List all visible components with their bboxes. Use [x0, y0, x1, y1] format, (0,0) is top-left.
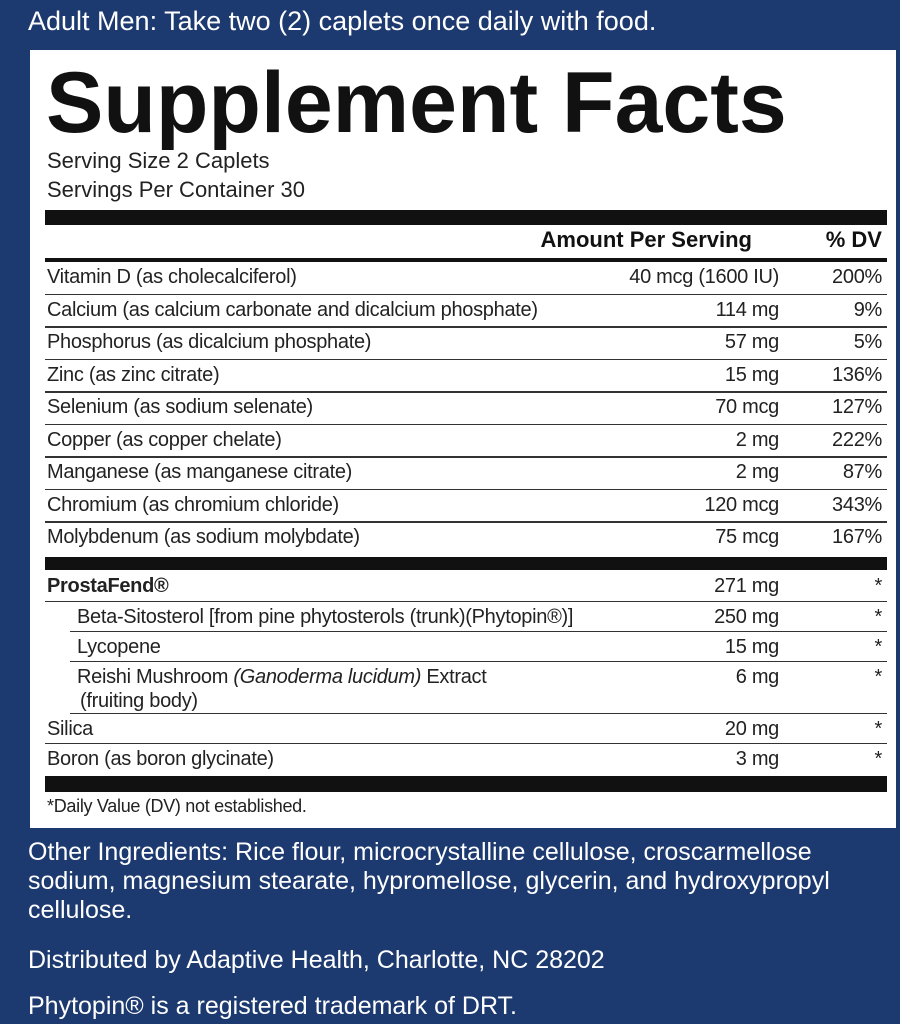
- row-dv: 9%: [853, 298, 883, 321]
- row-rule: [45, 521, 887, 523]
- row-dv: 200%: [832, 266, 882, 288]
- row-dv: 87%: [842, 461, 882, 483]
- row-dv: 136%: [832, 363, 882, 386]
- row-name: Zinc (as zinc citrate): [47, 363, 220, 386]
- row-dv: 127%: [832, 396, 882, 418]
- row-rule: [45, 423, 887, 425]
- row-amount: 2 mg: [735, 428, 780, 451]
- row-rule: [45, 488, 887, 490]
- row-amount: 75 mcg: [715, 526, 779, 548]
- row-name: Molybdenum (as sodium molybdate): [47, 526, 360, 548]
- row-name: Vitamin D (as cholecalciferol): [47, 266, 297, 288]
- row-dv: *: [874, 717, 883, 740]
- row-name: Calcium (as calcium carbonate and dicalc…: [47, 298, 538, 321]
- row-rule: [45, 391, 887, 393]
- row-dv: 167%: [832, 526, 882, 548]
- row-name: Phosphorus (as dicalcium phosphate): [47, 331, 372, 353]
- row-rule: [45, 358, 887, 360]
- row-amount: 120 mcg: [704, 493, 779, 516]
- header-amount: Amount Per Serving: [540, 227, 752, 252]
- header-bar: [45, 258, 887, 262]
- row-amount: 15 mg: [724, 363, 779, 386]
- row-amount: 70 mcg: [715, 396, 779, 418]
- row-name: Boron (as boron glycinate): [47, 747, 274, 770]
- row-name: Lycopene: [77, 635, 161, 658]
- thick-bar: [45, 210, 887, 225]
- row-amount: 40 mcg (1600 IU): [629, 266, 779, 288]
- serving-size: Serving Size 2 Caplets: [47, 148, 270, 173]
- name-part: Extract: [426, 665, 487, 688]
- name-part: (Ganoderma lucidum): [233, 665, 422, 688]
- row-amount: 20 mg: [724, 717, 779, 740]
- row-dv: *: [874, 747, 883, 770]
- row-amount: 57 mg: [724, 331, 779, 353]
- row-name: Chromium (as chromium chloride): [47, 493, 339, 516]
- facts-title: Supplement Facts: [46, 55, 787, 151]
- row-dv: *: [874, 574, 883, 597]
- row-dv: 222%: [832, 428, 882, 451]
- row-rule: [45, 326, 887, 328]
- row-amount: 6 mg: [735, 665, 780, 688]
- distributed-by: Distributed by Adaptive Health, Charlott…: [28, 946, 605, 974]
- name-part: (fruiting body): [80, 689, 198, 712]
- directions: Adult Men: Take two (2) caplets once dai…: [28, 6, 657, 36]
- thick-bar: [45, 556, 887, 570]
- thick-bar: [45, 775, 887, 792]
- row-rule: [45, 600, 887, 602]
- other-ingredients: Other Ingredients: Rice flour, microcrys…: [28, 838, 830, 924]
- servings-per-container: Servings Per Container 30: [47, 177, 306, 202]
- row-rule: [70, 630, 887, 632]
- row-name: Reishi Mushroom (Ganoderma lucidum) Extr…: [77, 665, 487, 713]
- row-rule: [45, 742, 887, 744]
- name-part: Reishi Mushroom: [77, 665, 229, 688]
- header-dv: % DV: [825, 227, 882, 252]
- row-name: Manganese (as manganese citrate): [47, 461, 353, 483]
- footnote: *Daily Value (DV) not established.: [47, 795, 307, 816]
- row-rule: [70, 712, 887, 714]
- row-name: Copper (as copper chelate): [47, 428, 282, 451]
- row-dv: *: [874, 635, 883, 658]
- row-amount: 2 mg: [735, 461, 780, 483]
- row-rule: [70, 660, 887, 662]
- row-dv: 5%: [853, 331, 883, 353]
- trademark: Phytopin® is a registered trademark of D…: [28, 992, 518, 1020]
- row-amount: 271 mg: [714, 574, 779, 597]
- row-amount: 3 mg: [735, 747, 780, 770]
- row-rule: [45, 456, 887, 458]
- row-amount: 114 mg: [715, 298, 780, 321]
- row-rule: [45, 293, 887, 295]
- row-dv: *: [874, 665, 883, 688]
- row-amount: 15 mg: [724, 635, 779, 658]
- row-name: ProstaFend®: [47, 574, 169, 597]
- row-dv: 343%: [832, 493, 882, 516]
- facts-panel: Supplement Facts Serving Size 2 Caplets …: [30, 50, 896, 828]
- row-name: Silica: [47, 717, 93, 740]
- row-dv: *: [874, 605, 883, 628]
- row-name: Beta-Sitosterol [from pine phytosterols …: [77, 605, 574, 628]
- row-amount: 250 mg: [714, 605, 779, 628]
- row-name: Selenium (as sodium selenate): [47, 396, 313, 418]
